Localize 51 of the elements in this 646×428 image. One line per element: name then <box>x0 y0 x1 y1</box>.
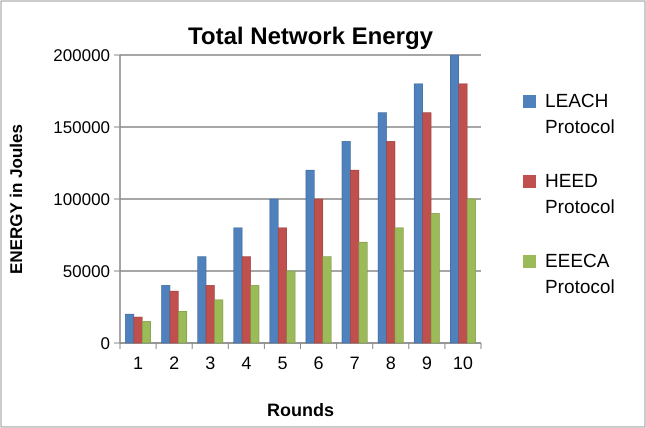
bar <box>422 112 432 344</box>
bar <box>170 290 179 344</box>
bar <box>466 198 476 344</box>
bar <box>125 314 134 344</box>
bar <box>197 256 206 344</box>
bar <box>430 213 440 344</box>
bar <box>322 256 332 344</box>
bar <box>306 170 315 344</box>
legend-label: LEACH Protocol <box>545 91 615 138</box>
bar <box>350 170 360 344</box>
bar <box>134 316 143 344</box>
bar <box>414 84 423 344</box>
bar <box>286 270 296 344</box>
y-tick-label: 0 <box>100 334 110 353</box>
bar <box>214 300 224 344</box>
x-tick-label: 9 <box>422 353 432 373</box>
x-tick-label: 1 <box>133 353 144 373</box>
bar <box>450 54 460 344</box>
bar <box>178 311 188 344</box>
legend-label: EEECA Protocol <box>545 251 615 298</box>
y-tick-label: 150000 <box>53 118 110 137</box>
bar <box>378 112 387 344</box>
x-tick-label: 4 <box>241 353 252 373</box>
bar <box>206 285 215 344</box>
x-tick-label: 7 <box>350 353 360 373</box>
y-tick-label: 100000 <box>53 190 110 209</box>
x-tick-label: 3 <box>205 353 216 373</box>
x-tick-label: 2 <box>169 353 180 373</box>
bar <box>394 228 404 344</box>
y-axis-title: ENERGY in Joules <box>7 124 26 274</box>
bar <box>458 84 468 344</box>
x-tick-label: 10 <box>452 353 473 373</box>
bar <box>314 198 324 344</box>
bar <box>270 198 279 344</box>
bar <box>358 242 368 344</box>
x-tick-label: 6 <box>314 353 324 373</box>
x-tick-label: 5 <box>277 353 288 373</box>
x-tick-label: 8 <box>386 353 396 373</box>
bar <box>386 141 396 344</box>
y-tick-label: 50000 <box>62 262 110 281</box>
bar <box>342 141 351 344</box>
x-axis-title: Rounds <box>267 400 334 420</box>
legend-label: HEED Protocol <box>545 171 615 218</box>
bar <box>278 228 287 344</box>
bar <box>142 321 151 344</box>
bar <box>161 285 170 344</box>
bar <box>242 256 251 344</box>
chart-title: Total Network Energy <box>188 23 434 50</box>
bar <box>233 228 242 344</box>
y-tick-label: 200000 <box>53 46 110 65</box>
bar <box>250 285 260 344</box>
